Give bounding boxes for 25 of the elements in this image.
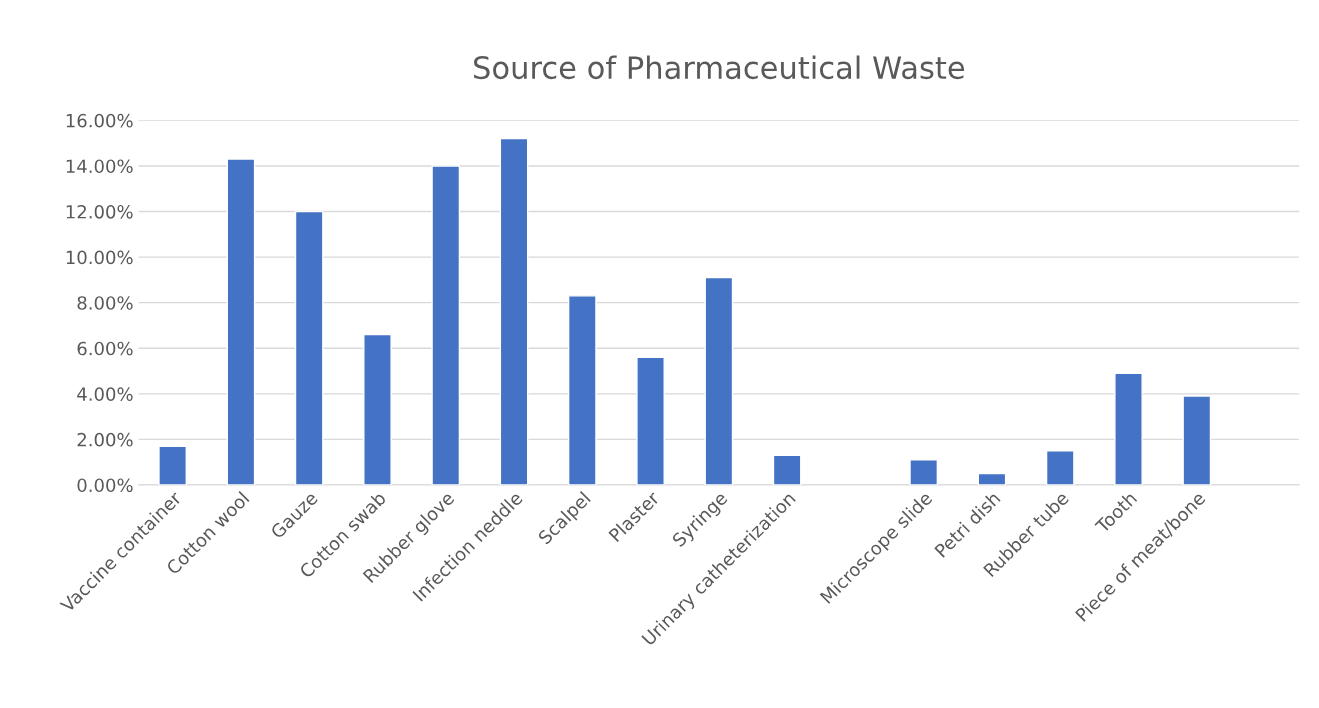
y-tick-label: 16.00%	[66, 113, 133, 128]
bar	[158, 445, 187, 485]
bar	[977, 472, 1007, 485]
y-tick-label: 4.00%	[77, 387, 133, 401]
y-tick-label: 6.00%	[77, 341, 133, 356]
chart-title: Source of Pharmaceutical Waste	[474, 55, 965, 80]
y-tick-label: 0.00%	[77, 478, 133, 493]
y-tick-label: 14.00%	[66, 159, 133, 174]
bar	[499, 137, 529, 485]
bar	[636, 356, 665, 485]
bar	[294, 210, 324, 485]
bar	[909, 459, 939, 485]
y-tick-label: 2.00%	[77, 432, 133, 447]
y-tick-label: 12.00%	[66, 204, 133, 219]
bar	[363, 333, 392, 485]
bar	[431, 165, 461, 485]
bar	[567, 295, 597, 485]
bar	[1114, 372, 1143, 485]
bar	[704, 276, 734, 485]
y-tick-label: 8.00%	[77, 296, 133, 310]
bar	[1182, 395, 1212, 485]
bar	[772, 454, 802, 485]
y-tick-label: 10.00%	[66, 250, 133, 265]
bar	[1045, 450, 1075, 485]
bar	[226, 158, 256, 485]
